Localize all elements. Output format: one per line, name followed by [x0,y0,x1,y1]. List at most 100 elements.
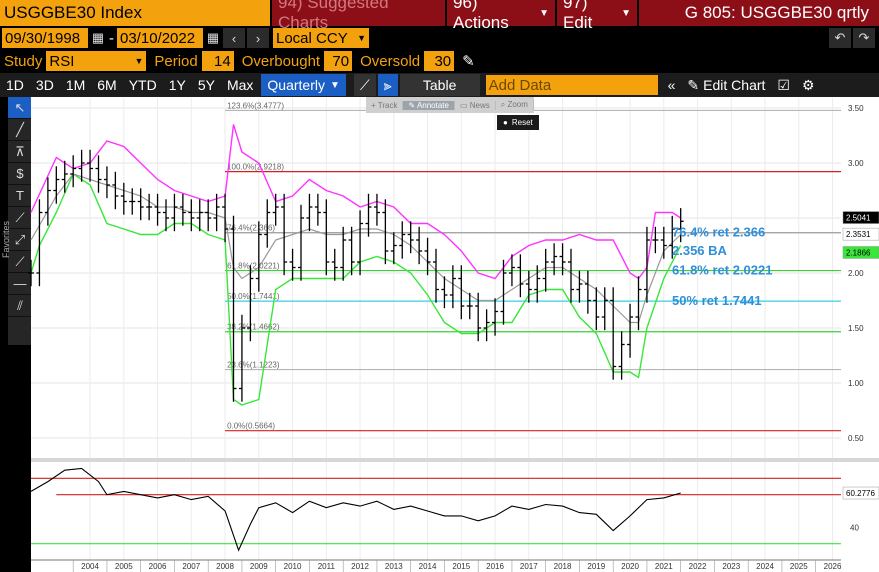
range-3d-button[interactable]: 3D [35,77,54,93]
fib-level-label: 100.0%(2.9218) [227,163,284,172]
year-tick-label: 2018 [554,562,572,571]
pane-divider [31,458,879,462]
annotate-button[interactable]: ✎ Annotate [403,100,455,110]
rsi-last-tag [842,486,879,500]
range-max-button[interactable]: Max [226,77,254,93]
channel-icon[interactable]: ⫽ [8,295,32,317]
collapse-icon[interactable]: « [667,77,676,93]
last-value-tag [842,211,879,224]
zoom-button[interactable]: ⌕ Zoom [496,100,534,110]
price-tick-label: 2.00 [848,269,864,278]
pencil-icon[interactable]: ✎ [462,53,475,70]
study-select[interactable]: RSI ▼ [46,51,147,71]
last-value-text: 2.3531 [846,230,871,239]
start-date-field[interactable]: 09/30/1998 [2,28,88,48]
oversold-field[interactable]: 30 [424,51,455,71]
fib-retracement-icon[interactable]: ⊼ [8,141,32,163]
fib-dollar-icon[interactable]: $ [8,163,32,185]
cursor-icon[interactable]: ↖ [8,97,32,119]
year-tick-label: 2012 [351,562,369,571]
year-tick-label: 2005 [115,562,133,571]
page-title: G 805: USGGBE30 qrtly [637,0,879,26]
range-6m-button[interactable]: 6M [97,77,117,93]
chart-toolbar: 1D 3D 1M 6M YTD 1Y 5Y Max Quarterly ▼ ⟋ ⫸… [0,73,879,97]
year-tick-label: 2026 [824,562,842,571]
last-value-text: 2.1866 [846,248,871,257]
year-tick-label: 2025 [790,562,808,571]
fan-tool-icon[interactable]: ⤢ [8,229,32,251]
rsi-last-text: 60.2776 [846,489,875,498]
date-separator: - [109,29,114,47]
calendar-icon[interactable]: ▦ [90,28,106,48]
fib-level-label: 0.0%(0.5664) [227,422,275,431]
range-1y-button[interactable]: 1Y [168,77,186,93]
fib-level-label: 50.0%(1.7441) [227,292,280,301]
year-tick-label: 2022 [689,562,707,571]
add-data-field[interactable]: Add Data [485,75,658,95]
line-draw-icon[interactable]: ╱ [8,119,32,141]
rsi-tick-label: 40 [850,523,859,532]
overbought-field[interactable]: 70 [324,51,353,71]
last-value-tag [842,246,879,259]
price-tick-label: 3.00 [848,159,864,168]
chevron-down-icon: ▼ [357,33,366,43]
year-tick-label: 2010 [284,562,302,571]
year-tick-label: 2004 [81,562,99,571]
bar-chart-icon[interactable]: ⫸ [377,74,398,96]
range-ytd-button[interactable]: YTD [128,77,157,93]
fib-level-label: 76.4%(2.366) [227,224,275,233]
fib-level-label: 61.8%(2.0221) [227,262,280,271]
study-value: RSI [49,52,75,70]
year-tick-label: 2014 [419,562,437,571]
chart-interaction-menu: + Track ✎ Annotate ▭ News ⌕ Zoom [366,97,534,113]
redo-icon[interactable]: ↷ [853,28,875,48]
horizontal-line-icon[interactable]: — [8,273,32,295]
trend-tool-icon[interactable]: ⟋ [8,207,32,229]
edit-menu[interactable]: 97) Edit ▼ [555,0,637,32]
news-button[interactable]: ▭ News [455,100,496,110]
pencil-icon: ✎ [687,76,700,93]
actions-menu[interactable]: 96) Actions ▼ [445,0,555,32]
range-5y-button[interactable]: 5Y [197,77,215,93]
fib-level-label: 23.6%(1.1223) [227,361,280,370]
currency-select[interactable]: Local CCY ▼ [273,28,369,48]
security-field[interactable]: USGGBE30 Index [0,0,270,26]
oversold-label: Oversold [360,52,421,70]
text-icon[interactable]: T [8,185,32,207]
edit-label: 97) Edit [563,0,593,32]
range-buttons: 1D 3D 1M 6M YTD 1Y 5Y Max [0,74,259,96]
chevron-down-icon: ▼ [330,79,340,91]
table-button[interactable]: Table [399,74,480,96]
period-field[interactable]: 14 [201,51,234,71]
line-chart-icon[interactable]: ⟋ [353,74,376,96]
range-1d-button[interactable]: 1D [6,77,24,93]
frequency-select[interactable]: Quarterly ▼ [261,74,346,96]
price-tick-label: 0.50 [848,434,864,443]
chevron-left-icon[interactable]: ‹ [223,28,245,48]
rsi-line [30,467,681,552]
study-bar: Study RSI ▼ Period 14 Overbought 70 Overs… [0,50,879,72]
track-button[interactable]: + Track [366,100,404,110]
year-tick-label: 2017 [520,562,538,571]
segment-tool-icon[interactable]: ⟋ [8,251,32,273]
chevron-down-icon: ▼ [539,7,549,19]
gear-icon[interactable]: ⚙ [801,76,815,93]
undo-icon[interactable]: ↶ [829,28,851,48]
year-tick-label: 2016 [486,562,504,571]
reset-button[interactable]: ● Reset [497,115,539,130]
year-tick-label: 2024 [756,562,774,571]
period-label: Period [154,52,198,70]
range-1m-button[interactable]: 1M [65,77,86,93]
chevron-right-icon[interactable]: › [247,28,269,48]
fib-level-label: 38.2%(1.4662) [227,323,280,332]
calendar-icon[interactable]: ▦ [205,28,221,48]
retracement-annotation: 76.4% ret 2.366 [672,225,765,240]
edit-chart-button[interactable]: ✎ Edit Chart [681,74,771,96]
year-tick-label: 2019 [587,562,605,571]
external-edit-icon[interactable]: ☑ [777,76,790,93]
retracement-annotation: 61.8% ret 2.0221 [672,263,772,278]
drawing-toolbar: ↖ ╱ ⊼ $ T ⟋ ⤢ ⟋ — ⫽ [8,97,32,345]
chart-plot-area[interactable] [31,97,841,572]
end-date-field[interactable]: 03/10/2022 [117,28,203,48]
